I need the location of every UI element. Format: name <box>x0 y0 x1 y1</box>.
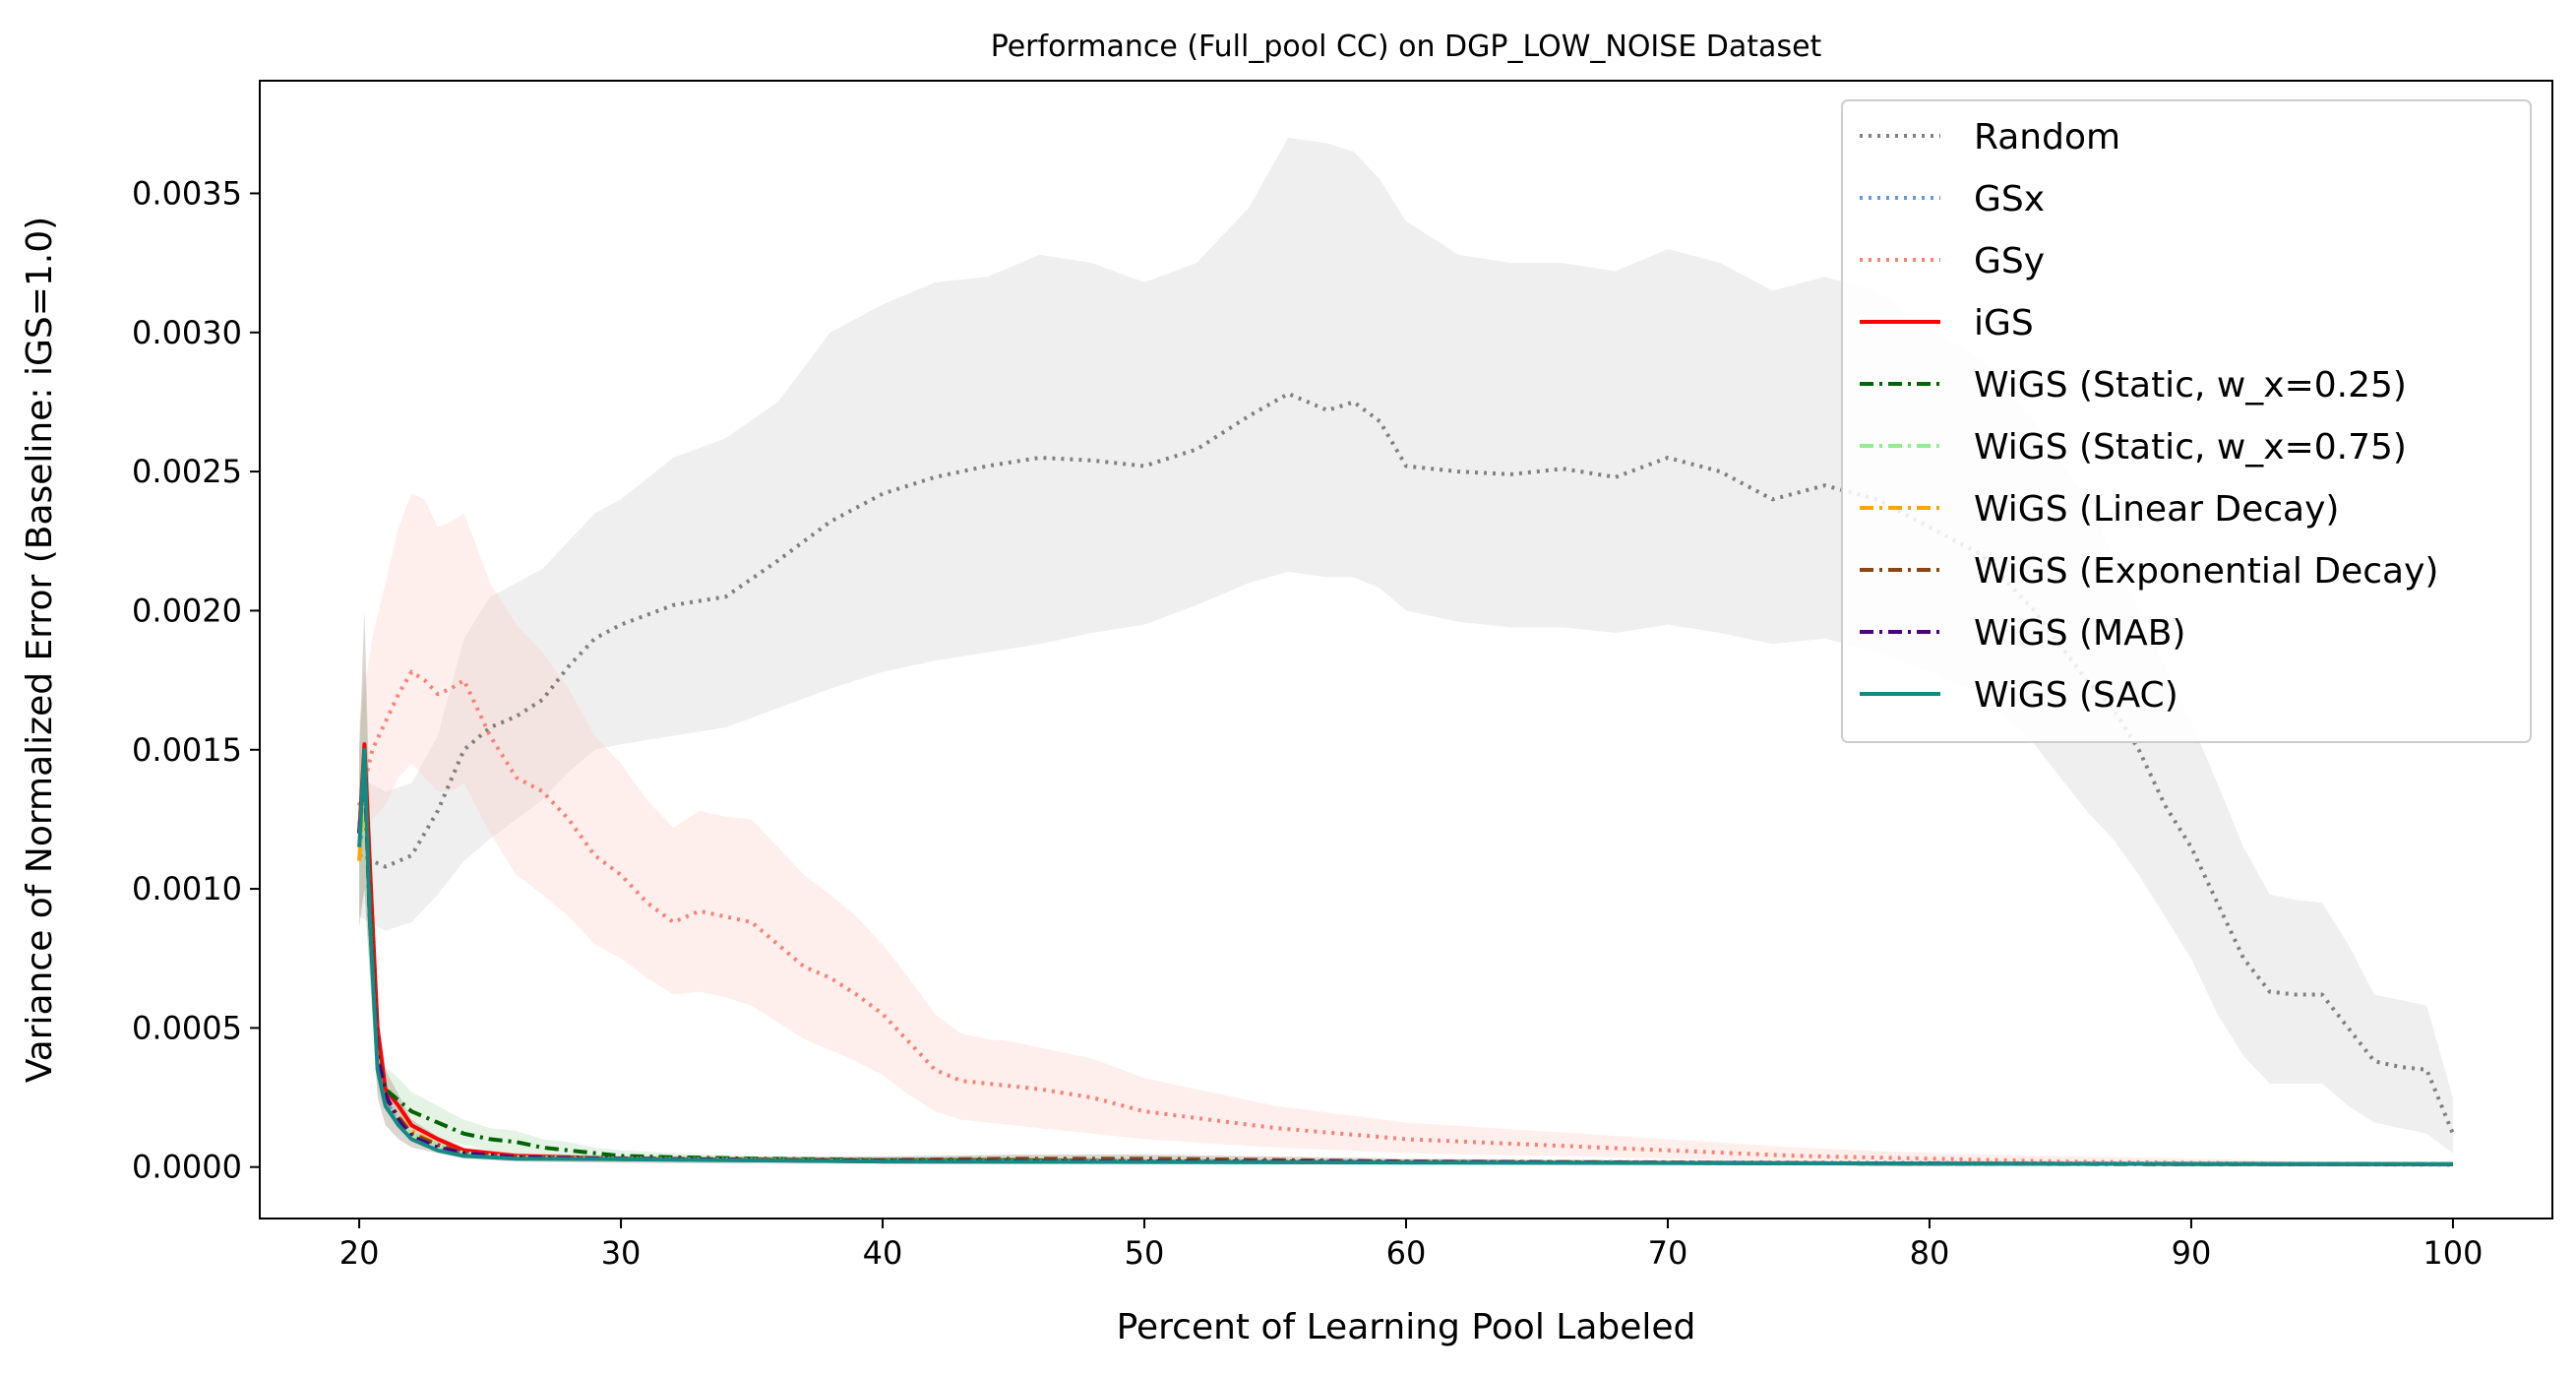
legend-label-wigs-static-w-x-0-25: WiGS (Static, w_x=0.25) <box>1974 365 2407 406</box>
series-line-gsy <box>357 669 2453 1167</box>
y-tick-label: 0.0030 <box>132 314 242 351</box>
y-tick-label: 0.0015 <box>132 731 242 769</box>
x-tick-label: 60 <box>1386 1234 1427 1272</box>
series-line-wigs-sac <box>357 747 2453 1166</box>
legend-box <box>1841 99 2532 743</box>
x-axis: 20 30 40 50 60 70 80 90 100 <box>339 1219 2483 1272</box>
x-tick-label: 100 <box>2423 1234 2483 1272</box>
x-tick-label: 50 <box>1125 1234 1165 1272</box>
chart-title: Performance (Full_pool CC) on DGP_LOW_NO… <box>991 30 1822 64</box>
legend-label-wigs-static-w-x-0-75: WiGS (Static, w_x=0.75) <box>1974 427 2407 468</box>
x-tick-label: 80 <box>1910 1234 1950 1272</box>
x-tick-label: 20 <box>339 1234 380 1272</box>
legend-label-igs: iGS <box>1974 303 2034 344</box>
legend-label-wigs-mab: WiGS (MAB) <box>1974 613 2185 654</box>
legend-label-wigs-sac: WiGS (SAC) <box>1974 675 2178 716</box>
legend-label-random: Random <box>1974 117 2120 157</box>
x-tick-label: 90 <box>2172 1234 2212 1272</box>
y-tick-label: 0.0020 <box>132 592 242 629</box>
x-tick-label: 30 <box>601 1234 642 1272</box>
y-tick-label: 0.0005 <box>132 1009 242 1046</box>
legend-label-wigs-exponential-decay: WiGS (Exponential Decay) <box>1974 551 2438 592</box>
y-tick-label: 0.0025 <box>132 453 242 490</box>
plot-frame <box>259 80 2553 1219</box>
x-axis-label: Percent of Learning Pool Labeled <box>1117 1307 1696 1347</box>
x-tick-label: 70 <box>1648 1234 1688 1272</box>
legend-label-gsx: GSx <box>1974 179 2045 219</box>
x-tick-label: 40 <box>863 1234 903 1272</box>
y-tick-label: 0.0000 <box>132 1149 242 1186</box>
y-tick-label: 0.0010 <box>132 870 242 907</box>
legend-label-gsy: GSy <box>1974 241 2045 281</box>
lines-layer <box>357 392 2455 1167</box>
legend: Random GSx GSy iGS WiGS (Static, w_x=0.25) Wi… <box>1841 99 2532 743</box>
series-line-random <box>358 392 2455 1135</box>
y-tick-label: 0.0035 <box>132 174 242 212</box>
y-axis-label: Variance of Normalized Error (Baseline: … <box>20 217 60 1083</box>
band-gsy <box>359 493 2453 1166</box>
y-axis: 0.0000 0.0005 0.0010 0.0015 0.0020 0.0025 0.00… <box>132 174 260 1186</box>
legend-label-wigs-linear-decay: WiGS (Linear Decay) <box>1974 489 2339 530</box>
